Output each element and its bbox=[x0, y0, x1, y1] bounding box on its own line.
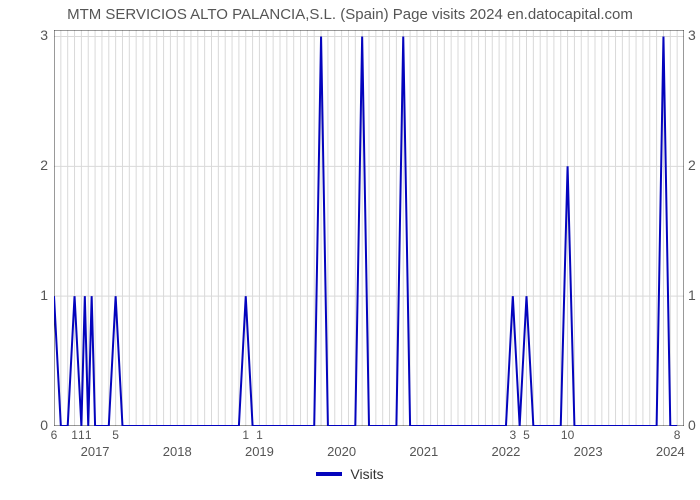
x-year-label: 2022 bbox=[491, 444, 520, 459]
x-year-label: 2017 bbox=[81, 444, 110, 459]
x-value-label: 5 bbox=[523, 428, 530, 442]
y-tick: 2 bbox=[688, 157, 700, 173]
x-year-label: 2019 bbox=[245, 444, 274, 459]
x-value-label: 1 bbox=[256, 428, 263, 442]
x-value-label: 1 bbox=[85, 428, 92, 442]
x-year-label: 2021 bbox=[409, 444, 438, 459]
legend-swatch bbox=[316, 472, 342, 476]
x-value-label: 10 bbox=[561, 428, 574, 442]
legend-label: Visits bbox=[350, 466, 383, 482]
y-tick: 3 bbox=[18, 27, 48, 43]
y-tick: 0 bbox=[688, 417, 700, 433]
x-value-label: 1 bbox=[78, 428, 85, 442]
x-value-label: 1 bbox=[71, 428, 78, 442]
x-value-label: 8 bbox=[674, 428, 681, 442]
y-tick: 2 bbox=[18, 157, 48, 173]
x-value-label: 5 bbox=[112, 428, 119, 442]
x-year-label: 2020 bbox=[327, 444, 356, 459]
x-year-label: 2024 bbox=[656, 444, 685, 459]
plot-area bbox=[54, 30, 684, 426]
y-tick: 1 bbox=[688, 287, 700, 303]
chart-container: MTM SERVICIOS ALTO PALANCIA,S.L. (Spain)… bbox=[0, 0, 700, 500]
x-year-label: 2023 bbox=[574, 444, 603, 459]
y-tick: 1 bbox=[18, 287, 48, 303]
line-chart-svg bbox=[54, 30, 684, 426]
y-tick: 3 bbox=[688, 27, 700, 43]
x-value-label: 1 bbox=[242, 428, 249, 442]
x-value-label: 6 bbox=[51, 428, 58, 442]
y-tick: 0 bbox=[18, 417, 48, 433]
x-value-label: 3 bbox=[509, 428, 516, 442]
chart-title: MTM SERVICIOS ALTO PALANCIA,S.L. (Spain)… bbox=[0, 6, 700, 23]
legend: Visits bbox=[0, 466, 700, 482]
x-year-label: 2018 bbox=[163, 444, 192, 459]
